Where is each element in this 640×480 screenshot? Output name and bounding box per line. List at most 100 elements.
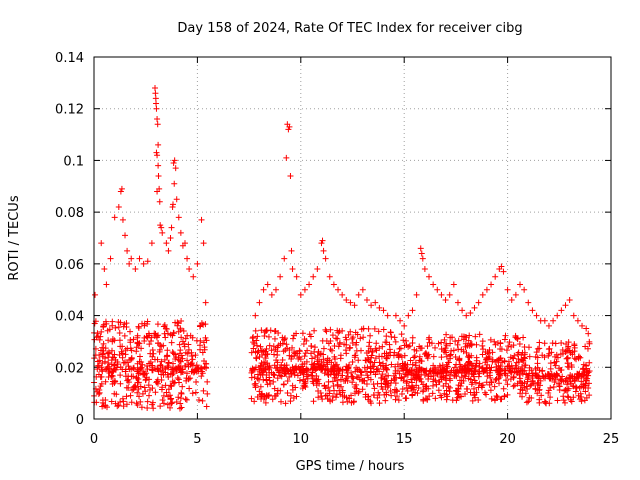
data-point [171, 157, 178, 164]
data-point [165, 247, 172, 254]
data-point [330, 383, 337, 390]
data-point [449, 334, 456, 341]
data-point [550, 317, 557, 324]
data-point [150, 350, 157, 357]
data-point [119, 343, 126, 350]
data-point [103, 281, 110, 288]
data-point [155, 162, 162, 169]
data-point [144, 366, 151, 373]
data-point [150, 405, 157, 412]
data-point [375, 328, 382, 335]
data-point [343, 394, 350, 401]
data-point [158, 224, 165, 231]
data-point [516, 340, 523, 347]
data-point [310, 363, 317, 370]
data-point [153, 105, 160, 112]
data-point [324, 392, 331, 399]
data-point [135, 323, 142, 330]
data-point [382, 373, 389, 380]
data-point [582, 362, 589, 369]
data-point [459, 307, 466, 314]
data-point [549, 340, 556, 347]
data-point [302, 350, 309, 357]
data-point [378, 374, 385, 381]
data-point [158, 386, 165, 393]
data-point [146, 376, 153, 383]
x-tick-label: 0 [90, 432, 98, 447]
data-point [110, 366, 117, 373]
data-point [443, 391, 450, 398]
data-point [186, 266, 193, 273]
data-point [383, 355, 390, 362]
data-point [156, 198, 163, 205]
data-point [521, 355, 528, 362]
data-point [333, 370, 340, 377]
data-point [327, 365, 334, 372]
data-point [376, 400, 383, 407]
data-point [325, 378, 332, 385]
data-point [140, 371, 147, 378]
data-point [407, 357, 414, 364]
data-point [175, 354, 182, 361]
data-point [258, 327, 265, 334]
data-point [102, 396, 109, 403]
data-point [501, 393, 508, 400]
data-point [274, 348, 281, 355]
data-point [184, 350, 191, 357]
data-point [484, 361, 491, 368]
data-point [101, 266, 108, 273]
data-point [96, 352, 103, 359]
data-point [505, 343, 512, 350]
data-point [174, 319, 181, 326]
data-point [329, 393, 336, 400]
data-point [327, 326, 334, 333]
data-point [118, 348, 125, 355]
x-tick-label: 25 [603, 432, 620, 447]
data-point [491, 397, 498, 404]
data-point [157, 403, 164, 410]
data-point [184, 255, 191, 262]
data-point [489, 356, 496, 363]
data-point [109, 335, 116, 342]
data-point [109, 378, 116, 385]
data-point [575, 355, 582, 362]
x-axis-label: GPS time / hours [296, 459, 405, 474]
data-point [152, 90, 159, 97]
data-point [178, 352, 185, 359]
data-point [416, 357, 423, 364]
data-point [297, 369, 304, 376]
data-point [317, 389, 324, 396]
data-point [570, 394, 577, 401]
data-point [280, 365, 287, 372]
data-point [541, 354, 548, 361]
data-point [504, 363, 511, 370]
data-point [331, 343, 338, 350]
data-point [513, 359, 520, 366]
data-point [383, 378, 390, 385]
data-point [443, 377, 450, 384]
data-point [452, 387, 459, 394]
data-point [98, 328, 105, 335]
data-point [308, 343, 315, 350]
data-point [103, 404, 110, 411]
data-point [289, 344, 296, 351]
data-point [372, 299, 379, 306]
data-point [320, 356, 327, 363]
data-point [125, 363, 132, 370]
data-point [154, 188, 161, 195]
data-point [381, 350, 388, 357]
data-point [119, 354, 126, 361]
data-point [382, 397, 389, 404]
data-point [135, 375, 142, 382]
data-point [454, 391, 461, 398]
data-point [486, 347, 493, 354]
data-point [332, 374, 339, 381]
data-point [164, 347, 171, 354]
data-point [187, 332, 194, 339]
data-point [192, 352, 199, 359]
data-point [109, 322, 116, 329]
data-point [202, 321, 209, 328]
data-point [290, 394, 297, 401]
data-point [138, 364, 145, 371]
data-point [133, 400, 140, 407]
